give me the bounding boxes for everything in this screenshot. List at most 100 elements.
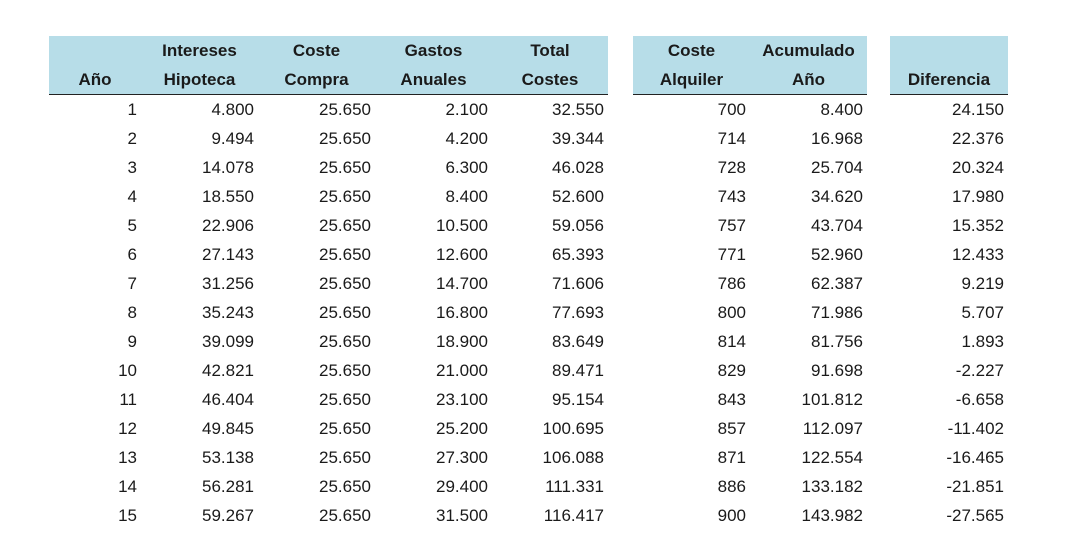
table-row: 757 43.704 (633, 211, 867, 240)
table-cell: 25.650 (319, 158, 371, 177)
table-cell: 31.500 (436, 506, 488, 525)
table-cell: 5.707 (961, 303, 1004, 322)
table-cell: 25.650 (319, 245, 371, 264)
table-row: 15 59.267 25.650 31.500 116.417 (49, 501, 608, 530)
header-row-2: Alquiler Año (633, 65, 867, 95)
table-cell: 14.700 (436, 274, 488, 293)
table-row: 886 133.182 (633, 472, 867, 501)
table-cell: 728 (717, 158, 746, 177)
table-cell: 89.471 (552, 361, 604, 380)
table-cell: 1 (127, 100, 137, 119)
table-row: 786 62.387 (633, 269, 867, 298)
table-cell: 106.088 (542, 448, 604, 467)
table-cell: 16.800 (436, 303, 488, 322)
header-cell: Total (492, 36, 608, 65)
table-cell: 21.000 (436, 361, 488, 380)
table-row: 12.433 (890, 240, 1008, 269)
table-cell: 25.650 (319, 390, 371, 409)
table-row: 871 122.554 (633, 443, 867, 472)
table-row: 700 8.400 (633, 95, 867, 125)
table-cell: 83.649 (552, 332, 604, 351)
table-cell: -21.851 (946, 477, 1004, 496)
header-cell: Compra (258, 65, 375, 95)
table-row: 6 27.143 25.650 12.600 65.393 (49, 240, 608, 269)
table-cell: 757 (717, 216, 746, 235)
table-cell: 25.650 (319, 477, 371, 496)
table-row: 4 18.550 25.650 8.400 52.600 (49, 182, 608, 211)
header-cell: Gastos (375, 36, 492, 65)
table-row: 11 46.404 25.650 23.100 95.154 (49, 385, 608, 414)
table-row: 14 56.281 25.650 29.400 111.331 (49, 472, 608, 501)
table-cell: 27.143 (202, 245, 254, 264)
header-row-1 (890, 36, 1008, 65)
table-cell: 42.821 (202, 361, 254, 380)
table-cell: 25.650 (319, 361, 371, 380)
table-row: 857 112.097 (633, 414, 867, 443)
table-cell: 6 (127, 245, 137, 264)
header-cell: Alquiler (633, 65, 750, 95)
table-row: 829 91.698 (633, 356, 867, 385)
rent-cost-table: Coste Acumulado Alquiler Año 700 8.400 714… (633, 36, 867, 530)
table-cell: 9.219 (961, 274, 1004, 293)
table-cell: 3 (127, 158, 137, 177)
table-row: 800 71.986 (633, 298, 867, 327)
table-cell: 15.352 (952, 216, 1004, 235)
table-cell: 743 (717, 187, 746, 206)
table-cell: 122.554 (801, 448, 863, 467)
header-cell: Coste (633, 36, 750, 65)
header-cell: Hipoteca (141, 65, 258, 95)
header-row-2: Año Hipoteca Compra Anuales Costes (49, 65, 608, 95)
table-row: -16.465 (890, 443, 1008, 472)
table-cell: 871 (717, 448, 746, 467)
table-cell: 95.154 (552, 390, 604, 409)
table-cell: 8.400 (445, 187, 488, 206)
table-cell: 20.324 (952, 158, 1004, 177)
table-cell: -2.227 (955, 361, 1004, 380)
table-cell: 9.494 (211, 129, 254, 148)
table-cell: 16.968 (811, 129, 863, 148)
table-row: 900 143.982 (633, 501, 867, 530)
table-cell: 25.650 (319, 129, 371, 148)
table-cell: 39.344 (552, 129, 604, 148)
table-cell: 49.845 (202, 419, 254, 438)
header-cell: Anuales (375, 65, 492, 95)
table-cell: 81.756 (811, 332, 863, 351)
table-cell: 27.300 (436, 448, 488, 467)
table-row: 814 81.756 (633, 327, 867, 356)
table-row: 10 42.821 25.650 21.000 89.471 (49, 356, 608, 385)
header-row-2: Diferencia (890, 65, 1008, 95)
table-cell: 2 (127, 129, 137, 148)
table-cell: 829 (717, 361, 746, 380)
table-cell: 14.078 (202, 158, 254, 177)
table-cell: 10.500 (436, 216, 488, 235)
table-row: -21.851 (890, 472, 1008, 501)
table-row: 8 35.243 25.650 16.800 77.693 (49, 298, 608, 327)
table-cell: 814 (717, 332, 746, 351)
table-cell: 843 (717, 390, 746, 409)
table-cell: 13 (118, 448, 137, 467)
table-cell: 29.400 (436, 477, 488, 496)
table-cell: 18.900 (436, 332, 488, 351)
header-cell (49, 36, 141, 65)
table-cell: 59.056 (552, 216, 604, 235)
table-cell: 22.376 (952, 129, 1004, 148)
table-cell: 25.650 (319, 419, 371, 438)
table-row: -27.565 (890, 501, 1008, 530)
table-row: 5 22.906 25.650 10.500 59.056 (49, 211, 608, 240)
table-cell: 25.650 (319, 332, 371, 351)
table-cell: -16.465 (946, 448, 1004, 467)
table-row: 17.980 (890, 182, 1008, 211)
header-cell (890, 36, 1008, 65)
table-cell: 39.099 (202, 332, 254, 351)
table-row: 24.150 (890, 95, 1008, 125)
table-row: 12 49.845 25.650 25.200 100.695 (49, 414, 608, 443)
table-cell: 56.281 (202, 477, 254, 496)
table-cell: 2.100 (445, 100, 488, 119)
table-row: 22.376 (890, 124, 1008, 153)
table-cell: -6.658 (955, 390, 1004, 409)
table-cell: 857 (717, 419, 746, 438)
table-cell: 786 (717, 274, 746, 293)
table-cell: 32.550 (552, 100, 604, 119)
table-cell: -11.402 (947, 419, 1004, 438)
table-cell: 10 (118, 361, 137, 380)
